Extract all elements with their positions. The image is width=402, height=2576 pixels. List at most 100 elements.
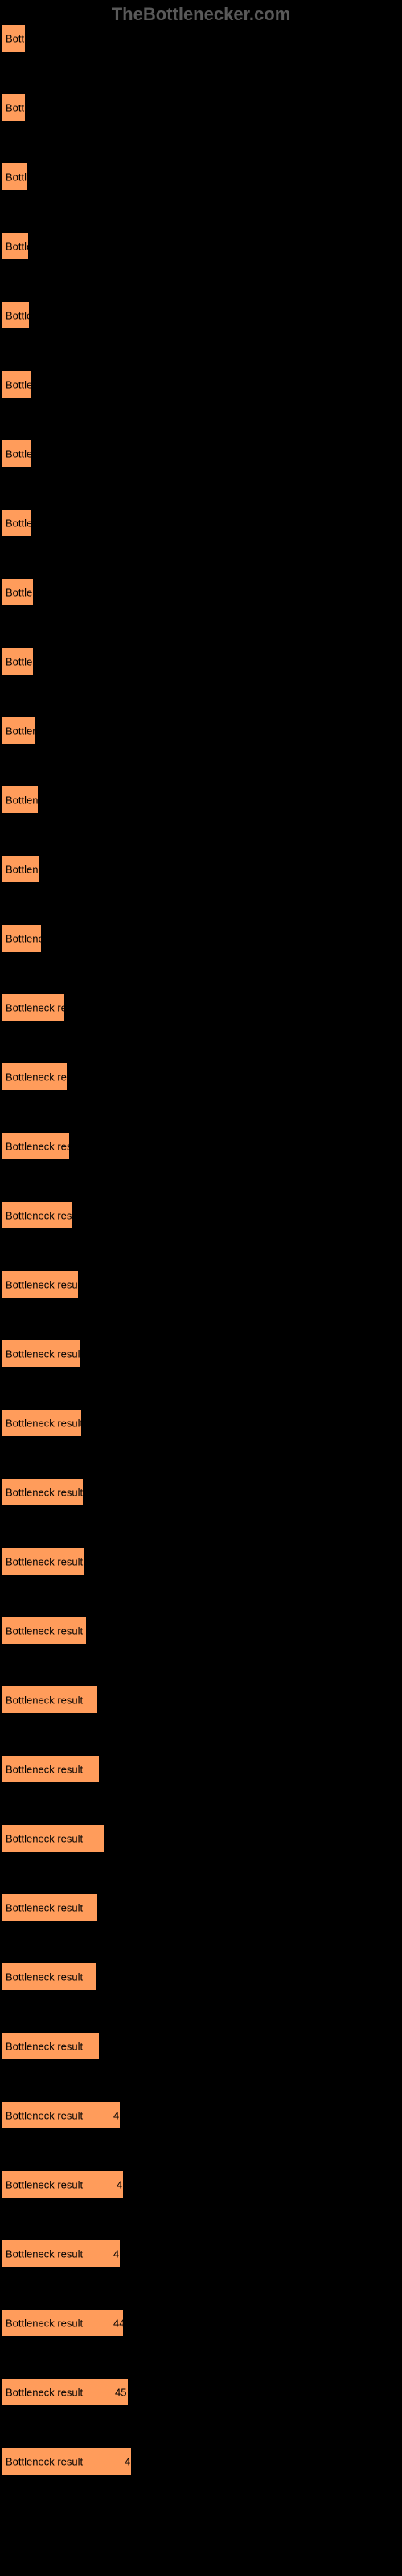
bar: Bottleneck result 4 (2, 2101, 121, 2129)
bar-row: Bottleneck result (2, 1824, 402, 1852)
bar-label: Bottleneck result (6, 171, 27, 183)
bar-row: Bottleneck result (2, 1686, 402, 1714)
bar-label: Bottleneck result (6, 655, 34, 667)
bar-label: Bottleneck result (6, 2317, 83, 2329)
bar: Bottleneck result (2, 578, 34, 606)
bar-label: Bottleneck result (6, 2386, 83, 2398)
bar-label: Bottleneck result (6, 378, 32, 390)
bar-label: Bottleneck result (6, 2248, 83, 2260)
bar: Bottleneck result (2, 647, 34, 675)
bar-label: Bottleneck result (6, 1071, 68, 1083)
bar: Bottleneck result 44 (2, 2309, 124, 2337)
bar: Bottleneck result (2, 232, 29, 260)
bar-row: Bottleneck result (2, 24, 402, 52)
bar-label: Bottleneck result (6, 1763, 83, 1775)
bar-label: Bottleneck result (6, 101, 26, 114)
bar: Bottleneck result (2, 855, 40, 883)
bar-label: Bottleneck result (6, 932, 42, 944)
bar-row: Bottleneck result 4 (2, 2240, 402, 2268)
bar-value: 4 (113, 2109, 119, 2121)
bar-row: Bottleneck result (2, 370, 402, 398)
bar: Bottleneck result (2, 2032, 100, 2060)
bar: Bottleneck result (2, 1755, 100, 1783)
bar-chart: Bottleneck resultBottleneck resultBottle… (0, 0, 402, 2475)
bar: Bottleneck result (2, 93, 26, 122)
bar-label: Bottleneck result (6, 1971, 83, 1983)
bar-label: Bottleneck result (6, 1140, 70, 1152)
bar-value: 44 (113, 2317, 124, 2329)
bar-label: Bottleneck result (6, 517, 32, 529)
bar: Bottleneck result (2, 370, 32, 398)
bar-label: Bottleneck result (6, 724, 35, 737)
bar-label: Bottleneck result (6, 2109, 83, 2121)
bar-value: 4 (117, 2178, 122, 2190)
bar-label: Bottleneck result (6, 1348, 80, 1360)
bar-label: Bottleneck result (6, 1417, 82, 1429)
bar: Bottleneck result (2, 509, 32, 537)
bar-label: Bottleneck result (6, 1278, 79, 1290)
bar-row: Bottleneck result (2, 93, 402, 122)
bar-row: Bottleneck result 4 (2, 2170, 402, 2198)
bar-row: Bottleneck result (2, 440, 402, 468)
bar-row: Bottleneck result (2, 1963, 402, 1991)
bar: Bottleneck result (2, 1824, 105, 1852)
bar-row: Bottleneck result 44 (2, 2309, 402, 2337)
bar-label: Bottleneck result (6, 1486, 83, 1498)
bar-label: Bottleneck result (6, 1624, 83, 1637)
bar-row: Bottleneck result (2, 1270, 402, 1298)
bar-row: Bottleneck result (2, 1755, 402, 1783)
bar: Bottleneck result (2, 924, 42, 952)
bar-label: Bottleneck result (6, 1694, 83, 1706)
bar-row: Bottleneck result (2, 578, 402, 606)
bar-row: Bottleneck result (2, 716, 402, 745)
bar-label: Bottleneck result (6, 240, 29, 252)
bar-label: Bottleneck result (6, 1901, 83, 1913)
bar: Bottleneck result 4 (2, 2447, 132, 2475)
bar-label: Bottleneck result (6, 32, 26, 44)
bar-row: Bottleneck result (2, 1409, 402, 1437)
bar-row: Bottleneck result (2, 855, 402, 883)
bar-label: Bottleneck result (6, 1555, 83, 1567)
bar: Bottleneck result 4 (2, 2170, 124, 2198)
bar: Bottleneck result (2, 1132, 70, 1160)
bar-row: Bottleneck result (2, 232, 402, 260)
bar: Bottleneck result (2, 786, 39, 814)
bar: Bottleneck result (2, 1340, 80, 1368)
bar-row: Bottleneck result (2, 647, 402, 675)
bar-label: Bottleneck result (6, 309, 30, 321)
bar-row: Bottleneck result (2, 509, 402, 537)
bar-row: Bottleneck result (2, 163, 402, 191)
bar-row: Bottleneck result (2, 1201, 402, 1229)
bar: Bottleneck result (2, 1547, 85, 1575)
bar-value: 4 (125, 2455, 130, 2467)
bar: Bottleneck result (2, 1270, 79, 1298)
bar-row: Bottleneck result (2, 2032, 402, 2060)
bar-label: Bottleneck result (6, 2178, 83, 2190)
bar-row: Bottleneck result (2, 1616, 402, 1645)
bar-row: Bottleneck result 4 (2, 2447, 402, 2475)
bar: Bottleneck result (2, 1063, 68, 1091)
bar: Bottleneck result (2, 1201, 72, 1229)
bar: Bottleneck result (2, 1616, 87, 1645)
bar: Bottleneck result (2, 1686, 98, 1714)
bar-row: Bottleneck result (2, 993, 402, 1022)
bar: Bottleneck result (2, 1409, 82, 1437)
bar: Bottleneck result45 (2, 2378, 129, 2406)
bar-label: Bottleneck result (6, 2455, 83, 2467)
bar-row: Bottleneck result (2, 1478, 402, 1506)
bar-row: Bottleneck result (2, 1893, 402, 1922)
bar: Bottleneck result (2, 1893, 98, 1922)
bar: Bottleneck result (2, 716, 35, 745)
bar-row: Bottleneck result (2, 1340, 402, 1368)
bar-label: Bottleneck result (6, 1832, 83, 1844)
bar: Bottleneck result (2, 301, 30, 329)
bar-label: Bottleneck result (6, 2040, 83, 2052)
bar-label: Bottleneck result (6, 1209, 72, 1221)
bar-row: Bottleneck result45 (2, 2378, 402, 2406)
bar-label: Bottleneck result (6, 448, 32, 460)
bar: Bottleneck result (2, 163, 27, 191)
bar: Bottleneck result (2, 440, 32, 468)
bar-value: 4 (113, 2248, 119, 2260)
bar-row: Bottleneck result (2, 301, 402, 329)
bar: Bottleneck result 4 (2, 2240, 121, 2268)
